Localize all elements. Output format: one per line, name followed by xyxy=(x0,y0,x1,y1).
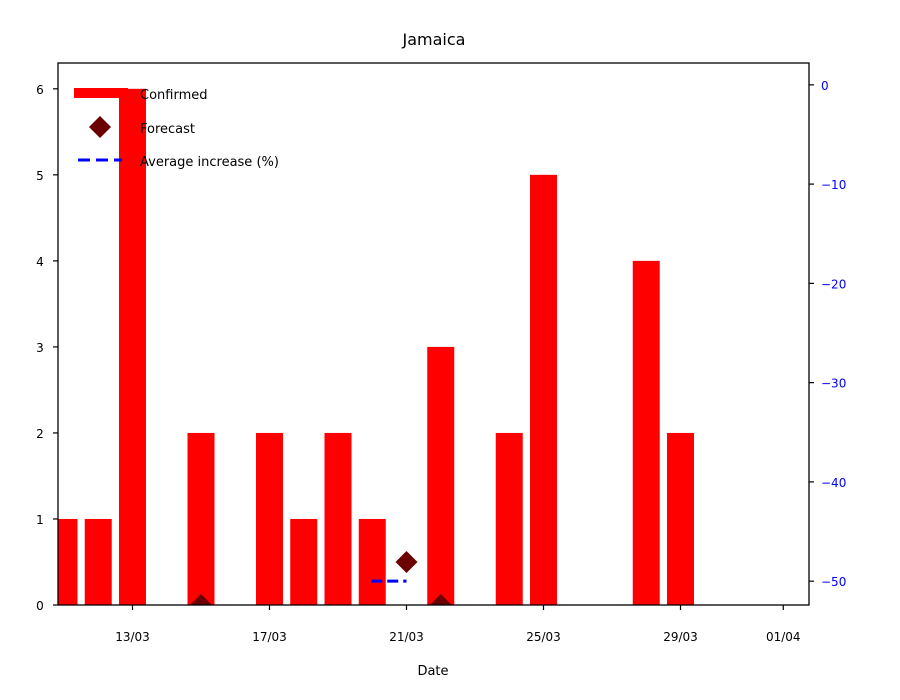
plot-frame xyxy=(57,62,810,606)
y-left-tick-label: 4 xyxy=(36,255,44,269)
bar-confirmed-11-03 xyxy=(58,518,78,605)
x-tick-label: 25/03 xyxy=(526,630,561,644)
y-right-tick-label: −40 xyxy=(821,476,846,490)
legend: Confirmed Forecast Average increase (%) xyxy=(74,88,279,170)
x-tick-label: 17/03 xyxy=(252,630,287,644)
marker-forecast-22-03 xyxy=(429,594,452,605)
legend-label-forecast: Forecast xyxy=(140,122,195,137)
y-axis-left: 0 1 2 3 4 5 6 xyxy=(36,83,58,613)
forecast-markers-layer xyxy=(190,550,452,605)
bar-confirmed-24-03 xyxy=(495,432,523,605)
x-tick-label: 01/04 xyxy=(766,630,801,644)
y-left-tick-label: 3 xyxy=(36,341,44,355)
legend-label-average-increase: Average increase (%) xyxy=(140,155,279,170)
bar-confirmed-12-03 xyxy=(84,518,112,605)
marker-forecast-21-03 xyxy=(395,550,418,573)
x-tick-label: 21/03 xyxy=(389,630,424,644)
bar-confirmed-18-03 xyxy=(290,518,318,605)
x-tick-label: 29/03 xyxy=(663,630,698,644)
x-axis: 13/03 17/03 21/03 25/03 29/03 01/04 xyxy=(115,605,801,644)
bar-confirmed-29-03 xyxy=(667,432,694,605)
bar-confirmed-15-03 xyxy=(187,432,215,605)
legend-swatch-confirmed xyxy=(74,88,128,98)
y-left-tick-label: 5 xyxy=(36,169,44,183)
legend-label-confirmed: Confirmed xyxy=(140,88,208,103)
y-right-tick-label: 0 xyxy=(821,79,829,93)
x-tick-label: 13/03 xyxy=(115,630,150,644)
chart-title: Jamaica xyxy=(402,30,466,49)
y-axis-right: 0 −10 −20 −30 −40 −50 xyxy=(809,79,846,589)
y-left-tick-label: 0 xyxy=(36,599,44,613)
y-right-tick-label: −20 xyxy=(821,277,846,291)
bars-layer xyxy=(58,88,694,605)
bar-confirmed-22-03 xyxy=(427,346,455,605)
bar-confirmed-28-03 xyxy=(632,260,660,605)
y-right-tick-label: −50 xyxy=(821,575,846,589)
bar-confirmed-20-03 xyxy=(358,518,386,605)
marker-forecast-15-03 xyxy=(190,594,212,605)
bar-confirmed-13-03 xyxy=(119,88,146,605)
bar-confirmed-17-03 xyxy=(256,432,283,605)
bar-confirmed-25-03 xyxy=(530,174,557,605)
y-left-tick-label: 1 xyxy=(36,513,44,527)
x-axis-label: Date xyxy=(417,664,448,679)
y-left-tick-label: 6 xyxy=(36,83,44,97)
y-left-tick-label: 2 xyxy=(36,427,44,441)
y-right-tick-label: −30 xyxy=(821,377,846,391)
bar-confirmed-19-03 xyxy=(324,432,352,605)
legend-marker-forecast xyxy=(89,116,111,138)
y-right-tick-label: −10 xyxy=(821,178,846,192)
